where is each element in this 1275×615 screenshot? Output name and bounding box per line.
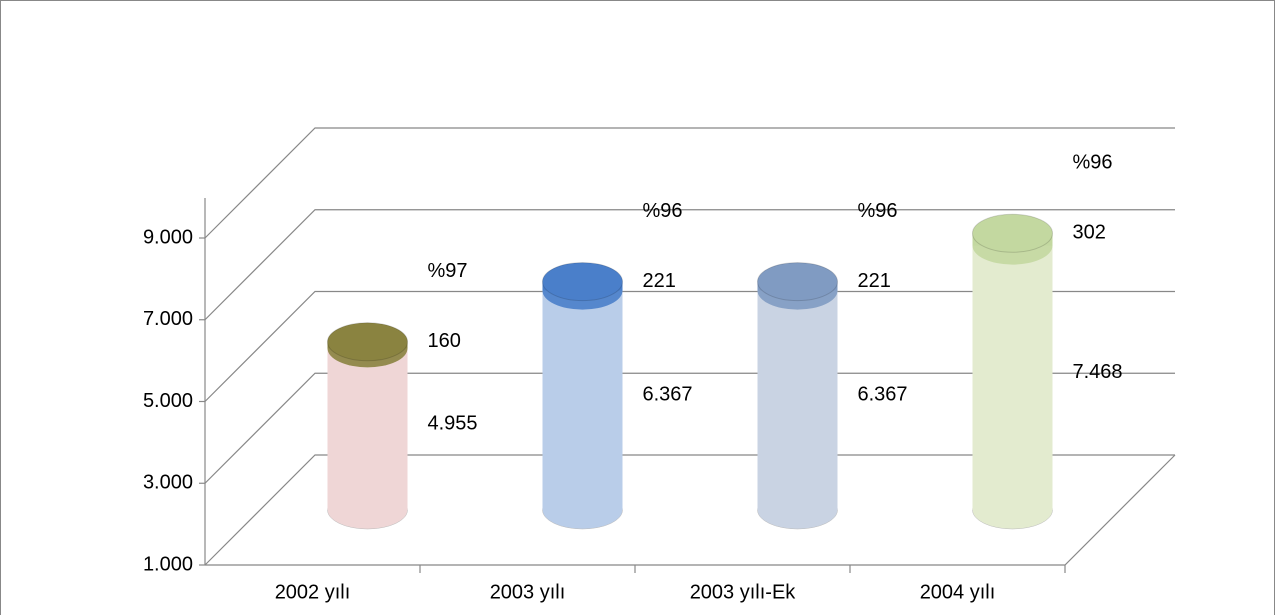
cylinder (972, 245, 1053, 511)
x-tick-label: 2004 yılı (920, 581, 996, 603)
cylinder-cap (327, 322, 408, 362)
value-label: 7.468 (1073, 361, 1123, 383)
y-tick-label: 9.000 (143, 226, 193, 248)
cylinder (542, 290, 623, 510)
value-label: 6.367 (858, 384, 908, 406)
grid-line (204, 372, 1175, 484)
y-tick-label: 1.000 (143, 553, 193, 575)
percent-label: %97 (428, 260, 468, 282)
y-tick-label: 3.000 (143, 472, 193, 494)
grid-line (204, 290, 1175, 402)
percent-label: %96 (1073, 152, 1113, 174)
grid-line (204, 127, 1175, 239)
y-tick-label: 7.000 (143, 308, 193, 330)
x-tick-label: 2003 yılı (490, 581, 566, 603)
percent-label: %96 (858, 200, 898, 222)
value-label: 4.955 (428, 412, 478, 434)
cylinder (757, 290, 838, 510)
grid-line (204, 209, 1175, 321)
cylinder-cap (542, 262, 623, 302)
value-label: 160 (428, 330, 461, 352)
grid-line (204, 454, 1175, 566)
x-tick-label: 2003 yılı-Ek (690, 581, 797, 603)
cylinder (327, 348, 408, 510)
value-label: 302 (1073, 222, 1106, 244)
value-label: 221 (858, 270, 891, 292)
y-tick-label: 5.000 (143, 390, 193, 412)
cylinder-cap (757, 262, 838, 302)
value-label: 6.367 (643, 384, 693, 406)
x-tick-label: 2002 yılı (275, 581, 351, 603)
cylinder-cap (972, 213, 1053, 253)
percent-label: %96 (643, 200, 683, 222)
value-label: 221 (643, 270, 676, 292)
